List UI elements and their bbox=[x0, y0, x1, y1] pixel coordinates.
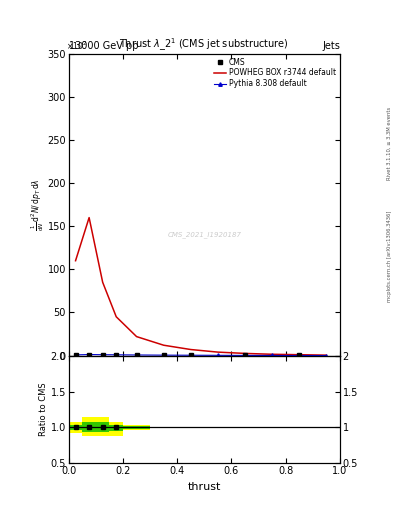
Bar bbox=[204, 427, 231, 428]
POWHEG BOX r3744 default bbox=[297, 352, 302, 358]
Bar bbox=[150, 426, 177, 428]
Bar bbox=[123, 426, 150, 429]
Bar bbox=[109, 424, 123, 431]
Pythia 8.308 default bbox=[134, 352, 139, 358]
POWHEG BOX r3744 default bbox=[161, 342, 166, 348]
Bar bbox=[286, 426, 313, 428]
CMS bbox=[189, 352, 193, 358]
Bar bbox=[231, 427, 259, 428]
CMS bbox=[87, 352, 92, 358]
Line: Pythia 8.308 default: Pythia 8.308 default bbox=[74, 353, 328, 357]
Pythia 8.308 default bbox=[324, 352, 329, 358]
CMS bbox=[100, 352, 105, 358]
Bar bbox=[83, 422, 96, 432]
Pythia 8.308 default bbox=[189, 352, 193, 358]
Pythia 8.308 default bbox=[270, 352, 274, 358]
Y-axis label: Ratio to CMS: Ratio to CMS bbox=[39, 382, 48, 436]
Bar bbox=[96, 417, 109, 436]
POWHEG BOX r3744 default bbox=[324, 352, 329, 358]
POWHEG BOX r3744 default bbox=[73, 258, 78, 264]
Pythia 8.308 default bbox=[297, 352, 302, 358]
Bar bbox=[69, 422, 83, 433]
Bar bbox=[177, 427, 204, 428]
POWHEG BOX r3744 default bbox=[243, 350, 248, 356]
Bar bbox=[313, 427, 340, 428]
Bar bbox=[83, 417, 96, 436]
X-axis label: thrust: thrust bbox=[188, 482, 221, 492]
Text: $\times10^2$: $\times10^2$ bbox=[66, 40, 87, 52]
CMS bbox=[297, 352, 302, 358]
Bar bbox=[231, 426, 259, 428]
Text: Rivet 3.1.10, ≥ 3.3M events: Rivet 3.1.10, ≥ 3.3M events bbox=[387, 106, 392, 180]
POWHEG BOX r3744 default bbox=[189, 347, 193, 353]
Bar bbox=[69, 424, 83, 430]
POWHEG BOX r3744 default bbox=[270, 351, 274, 357]
Bar bbox=[177, 426, 204, 428]
POWHEG BOX r3744 default bbox=[100, 279, 105, 285]
Bar bbox=[204, 426, 231, 428]
CMS bbox=[134, 352, 139, 358]
CMS bbox=[161, 352, 166, 358]
POWHEG BOX r3744 default bbox=[114, 314, 119, 320]
Bar bbox=[259, 427, 286, 428]
Bar bbox=[150, 427, 177, 428]
POWHEG BOX r3744 default bbox=[134, 333, 139, 339]
Bar bbox=[109, 422, 123, 436]
Legend: CMS, POWHEG BOX r3744 default, Pythia 8.308 default: CMS, POWHEG BOX r3744 default, Pythia 8.… bbox=[213, 56, 338, 90]
Text: mcplots.cern.ch [arXiv:1306.3436]: mcplots.cern.ch [arXiv:1306.3436] bbox=[387, 210, 392, 302]
Bar bbox=[96, 422, 109, 432]
Pythia 8.308 default bbox=[100, 352, 105, 358]
Pythia 8.308 default bbox=[161, 352, 166, 358]
Pythia 8.308 default bbox=[243, 352, 248, 358]
CMS bbox=[243, 352, 248, 358]
Pythia 8.308 default bbox=[73, 352, 78, 358]
Pythia 8.308 default bbox=[215, 352, 220, 358]
Line: CMS: CMS bbox=[73, 353, 301, 357]
CMS bbox=[73, 352, 78, 358]
Text: CMS_2021_I1920187: CMS_2021_I1920187 bbox=[167, 231, 241, 238]
Pythia 8.308 default bbox=[87, 351, 92, 357]
Y-axis label: $\frac{1}{\mathrm{d}N}\,\mathrm{d}^2N /\,\mathrm{d}p_T\,\mathrm{d}\lambda$: $\frac{1}{\mathrm{d}N}\,\mathrm{d}^2N /\… bbox=[30, 178, 46, 231]
Bar bbox=[123, 425, 150, 430]
Text: Jets: Jets bbox=[322, 41, 340, 51]
Text: 13000 GeV pp: 13000 GeV pp bbox=[69, 41, 138, 51]
POWHEG BOX r3744 default bbox=[87, 215, 92, 221]
Title: Thrust $\lambda\_2^1$ (CMS jet substructure): Thrust $\lambda\_2^1$ (CMS jet substruct… bbox=[119, 36, 289, 53]
Pythia 8.308 default bbox=[114, 352, 119, 358]
Bar bbox=[286, 427, 313, 428]
Bar bbox=[313, 426, 340, 428]
Line: POWHEG BOX r3744 default: POWHEG BOX r3744 default bbox=[75, 218, 326, 355]
CMS bbox=[114, 352, 119, 358]
POWHEG BOX r3744 default bbox=[215, 349, 220, 355]
Bar bbox=[259, 426, 286, 428]
